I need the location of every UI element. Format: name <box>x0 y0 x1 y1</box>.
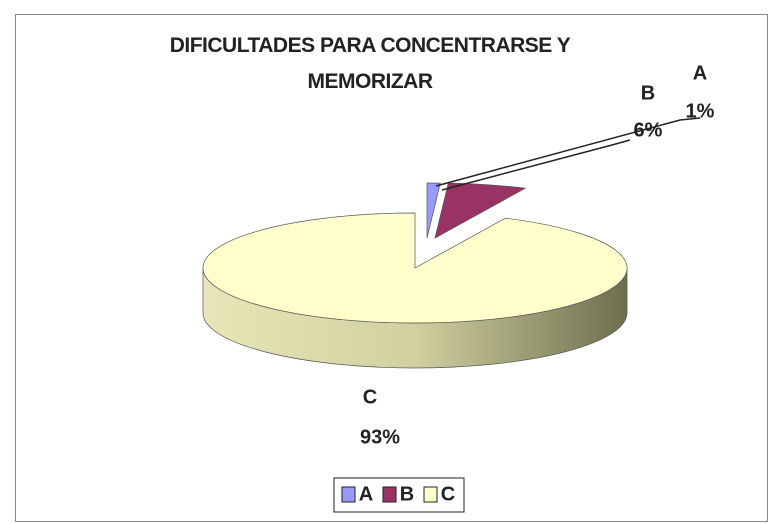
leader-line <box>435 117 701 187</box>
legend-label: B <box>400 483 414 505</box>
legend-swatch <box>382 486 397 503</box>
slice-value-label: 93% <box>360 426 400 448</box>
slice-label: C <box>363 386 377 408</box>
legend-swatch <box>341 486 356 503</box>
slice-label: B <box>641 82 655 104</box>
slice-label: A <box>693 62 707 84</box>
legend-swatch <box>423 486 438 503</box>
leader-line <box>441 139 631 191</box>
legend-box <box>333 477 465 513</box>
chart-title: DIFICULTADES PARA CONCENTRARSE Y MEMORIZ… <box>169 34 571 93</box>
slice <box>202 212 628 324</box>
legend-label: A <box>359 483 373 505</box>
chart-frame <box>15 14 768 522</box>
slice <box>426 182 441 239</box>
legend-label: C <box>441 483 455 505</box>
slice-value-label: 6% <box>634 119 663 141</box>
slice-value-label: 1% <box>686 100 715 122</box>
